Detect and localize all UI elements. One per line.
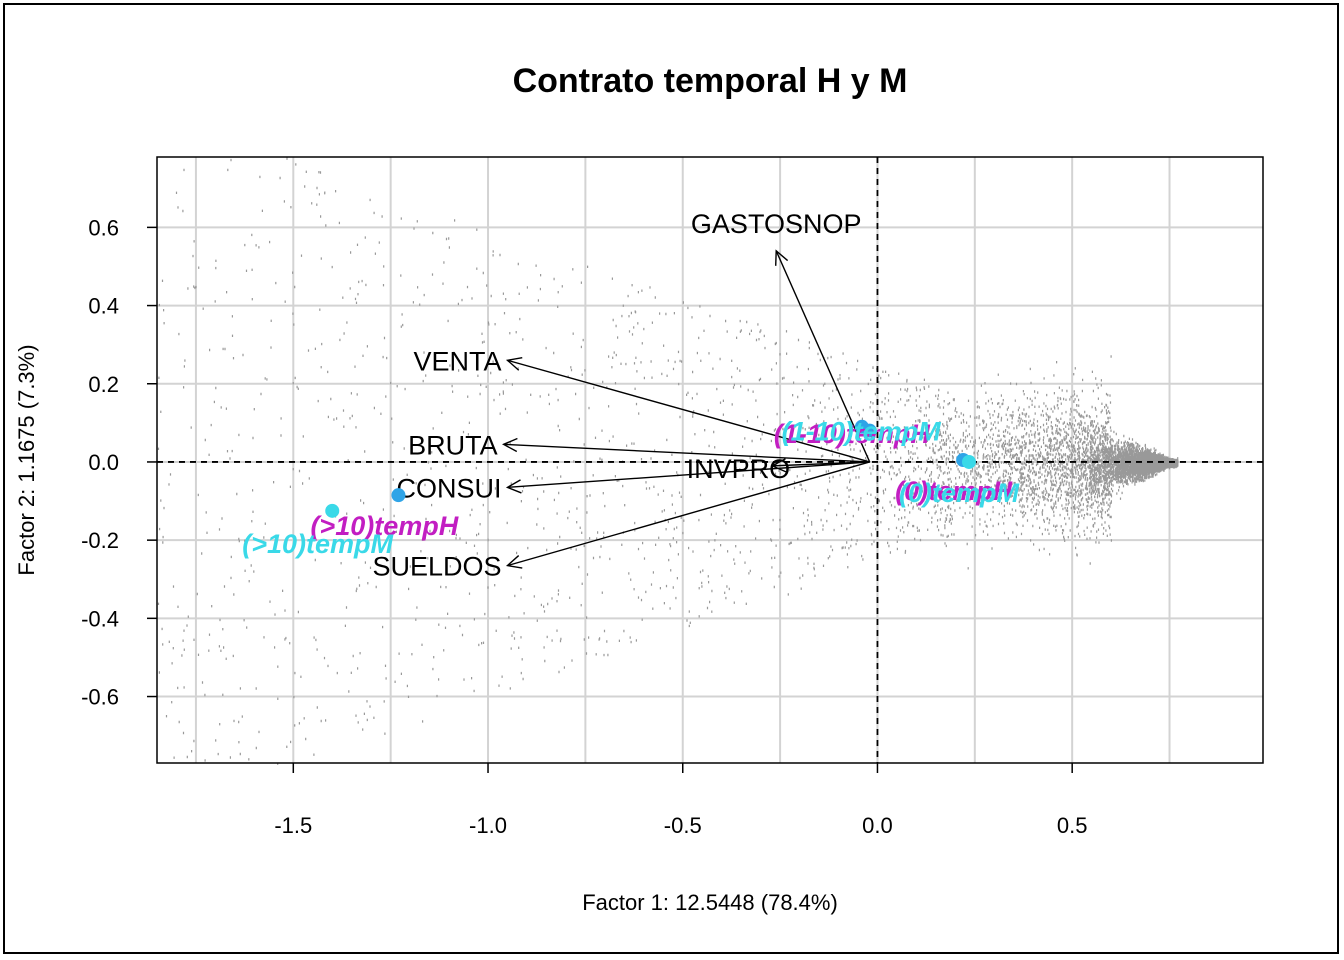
y-tick-label: -0.2 xyxy=(81,528,119,553)
variable-arrow xyxy=(507,461,870,567)
x-tick-label: -1.5 xyxy=(274,813,312,838)
chart-frame xyxy=(3,3,1339,954)
reference-lines xyxy=(157,157,1263,763)
category-point xyxy=(325,503,340,518)
variable-label: VENTA xyxy=(413,346,501,376)
variable-arrow xyxy=(507,359,870,463)
category-point xyxy=(862,423,877,438)
y-tick-label: 0.4 xyxy=(88,294,119,319)
y-tick-label: 0.6 xyxy=(88,215,119,240)
arrow-head xyxy=(501,437,518,453)
arrow-head xyxy=(770,458,787,473)
variable-arrows: GASTOSNOP VENTA BRUTA CONSUI SUELDOS INVPRO xyxy=(372,209,871,582)
category-label: (0)tempH xyxy=(895,476,1013,506)
x-tick-label: 0.5 xyxy=(1057,813,1088,838)
chart-title: Contrato temporal H y M xyxy=(513,62,908,100)
arrow-head xyxy=(505,356,523,371)
variable-arrow xyxy=(507,461,870,489)
category-label: (1-10)tempH xyxy=(774,419,931,449)
y-axis-ticks: 0.6 0.4 0.2 0.0 -0.2 -0.4 -0.6 xyxy=(81,215,157,710)
x-tick-label: -1.0 xyxy=(469,813,507,838)
y-tick-label: -0.6 xyxy=(81,685,119,710)
category-point xyxy=(391,488,406,503)
variable-arrow xyxy=(775,250,871,463)
variable-label: INVPRO xyxy=(687,454,791,484)
category-label: (0)tempM xyxy=(899,478,1020,508)
plot-border xyxy=(156,156,1264,764)
grid xyxy=(157,157,1263,763)
arrow-head xyxy=(775,249,789,266)
x-axis-ticks: -1.5 -1.0 -0.5 0.0 0.5 xyxy=(274,763,1087,838)
category-label: (>10)tempM xyxy=(242,529,393,559)
y-tick-label: -0.4 xyxy=(81,606,119,631)
y-tick-label: 0.0 xyxy=(88,450,119,475)
variable-label: SUELDOS xyxy=(372,552,501,582)
x-tick-label: -0.5 xyxy=(664,813,702,838)
x-axis-label: Factor 1: 12.5448 (78.4%) xyxy=(582,890,838,915)
category-point xyxy=(961,454,976,469)
x-tick-label: 0.0 xyxy=(862,813,893,838)
y-axis-label: Factor 2: 1.1675 (7.3%) xyxy=(14,344,39,575)
y-tick-label: 0.2 xyxy=(88,372,119,397)
category-points: (1-10)tempH(1-10)tempM (0)tempH(0)tempM (>… xyxy=(242,417,1019,559)
variable-label: BRUTA xyxy=(408,430,498,460)
arrow-head xyxy=(505,479,522,494)
category-label: (>10)tempH xyxy=(310,511,458,541)
variable-label: GASTOSNOP xyxy=(691,209,862,239)
variable-arrow xyxy=(772,461,870,467)
category-label: (1-10)tempM xyxy=(782,417,942,447)
variable-arrow xyxy=(503,443,870,463)
variable-label: CONSUI xyxy=(396,473,501,503)
arrow-head xyxy=(505,555,523,569)
